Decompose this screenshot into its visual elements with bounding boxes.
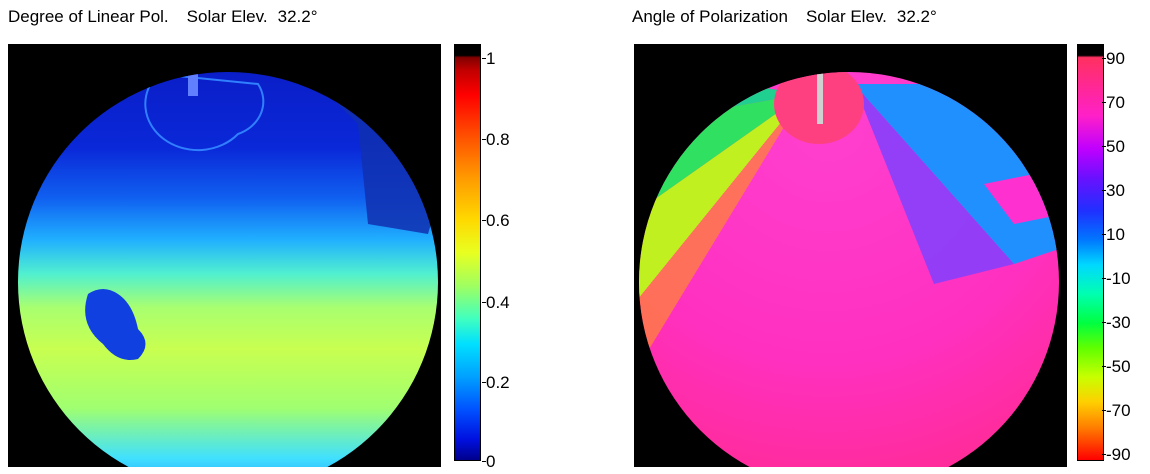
aop-tick-neg50: -50	[1102, 357, 1131, 376]
aop-tick-neg10: -10	[1102, 269, 1131, 288]
aop-orange-region	[639, 94, 804, 374]
aop-tick-neg30: -30	[1102, 313, 1131, 332]
dolp-tick-0: 0	[481, 452, 496, 471]
dolp-title-text: Degree of Linear Pol.	[8, 7, 169, 26]
aop-tick-50: 50	[1102, 137, 1125, 156]
aop-violet-region	[854, 84, 1014, 284]
aop-title-text: Angle of Polarization	[632, 7, 788, 26]
aop-building-patch	[984, 174, 1059, 224]
dolp-solar-elev-label: Solar Elev.	[186, 7, 268, 26]
aop-instrument-arm	[817, 72, 823, 124]
aop-solar-elev-label: Solar Elev.	[805, 7, 887, 26]
aop-tick-10: 10	[1102, 225, 1125, 244]
aop-tick-neg90: -90	[1102, 445, 1131, 464]
aop-solar-elev-value: 32.2°	[896, 7, 937, 26]
dolp-instrument-ring	[144, 72, 265, 152]
dolp-colorbar	[454, 44, 481, 461]
dolp-tick-0.2: 0.2	[482, 373, 510, 392]
dolp-cloud-patch	[85, 289, 146, 360]
dolp-tick-0.4: 0.4	[482, 293, 510, 312]
aop-tick-70: 70	[1102, 93, 1125, 112]
dolp-tick-0.8: 0.8	[482, 130, 510, 149]
aop-sky-image	[634, 44, 1067, 467]
dolp-solar-elev-value: 32.2°	[277, 7, 318, 26]
dolp-sky-image	[8, 44, 441, 467]
aop-title: Angle of Polarization Solar Elev. 32.2°	[632, 7, 937, 27]
aop-tick-90: 90	[1102, 49, 1125, 68]
dolp-title: Degree of Linear Pol. Solar Elev. 32.2°	[8, 7, 318, 27]
dolp-tick-0.6: 0.6	[482, 211, 510, 230]
dolp-instrument-arm	[188, 72, 198, 96]
aop-colorbar	[1077, 44, 1104, 461]
aop-tick-neg70: -70	[1102, 401, 1131, 420]
dolp-sky-disc	[18, 72, 438, 467]
dolp-tick-1: 1	[481, 49, 496, 68]
dolp-fisheye-svg	[18, 72, 438, 467]
aop-fisheye-svg	[639, 72, 1059, 467]
aop-tick-30: 30	[1102, 181, 1125, 200]
